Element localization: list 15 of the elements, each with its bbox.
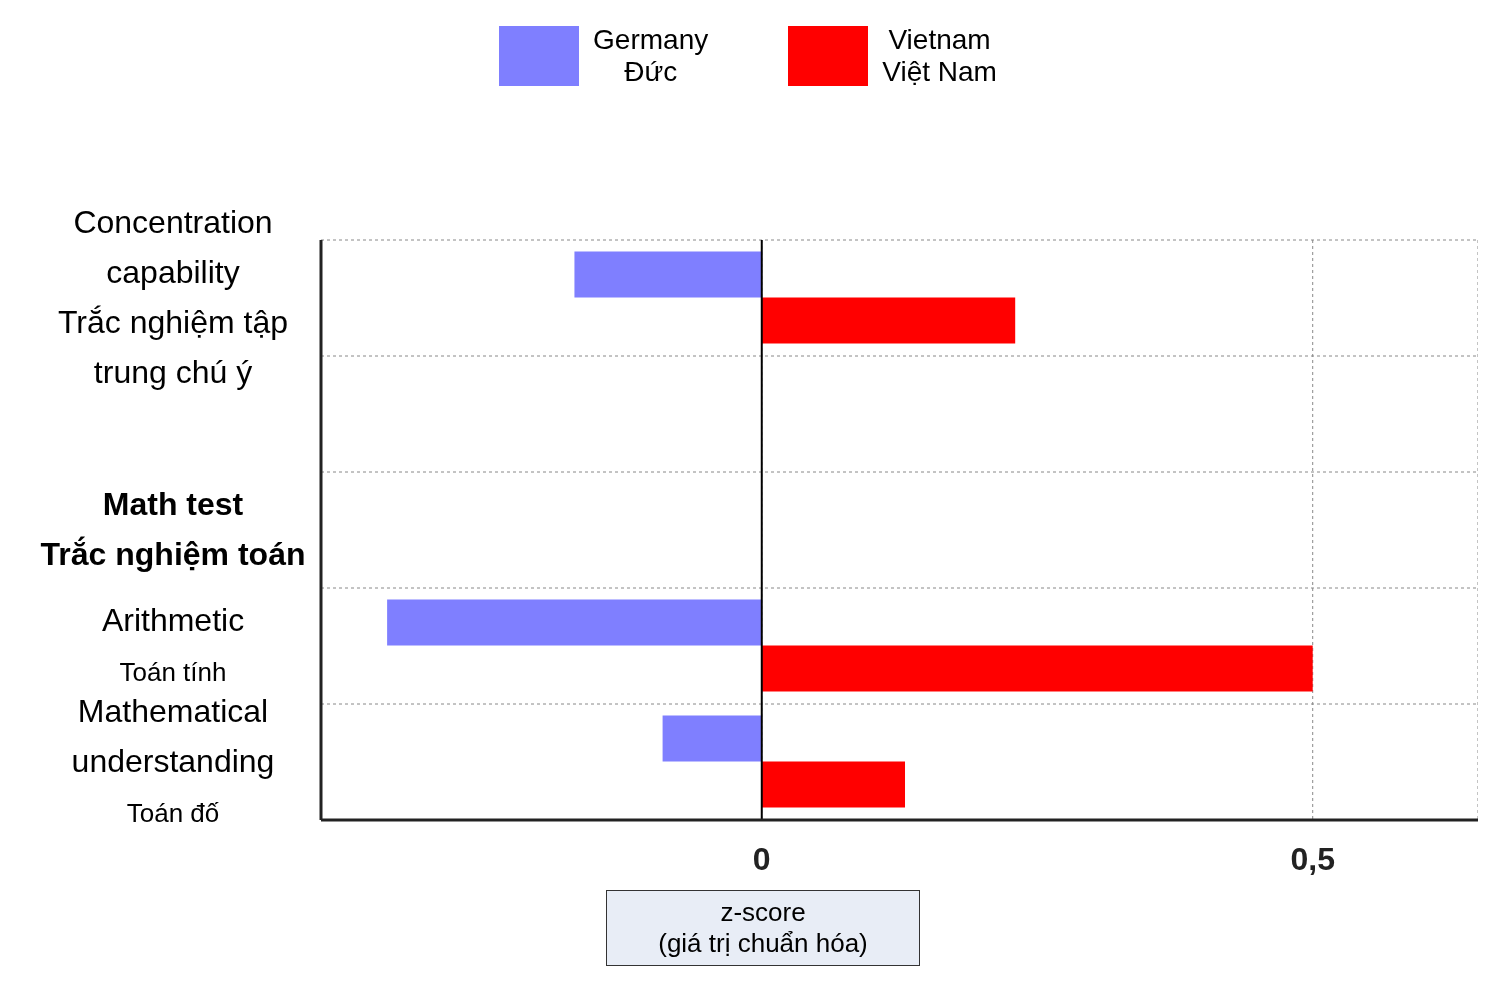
bar bbox=[387, 599, 762, 646]
x-tick-label: 0 bbox=[752, 841, 771, 877]
legend-label: Germany Đức bbox=[593, 24, 709, 88]
x-axis-title: z-score (giá trị chuẩn hóa) bbox=[606, 890, 920, 966]
y-tick-label: Concentration capability Trắc nghiệm tập trung chú ý bbox=[57, 204, 289, 390]
bar bbox=[761, 645, 1313, 692]
x-tick-label: 0,5 bbox=[1290, 841, 1335, 877]
y-tick-label: Mathematical understanding Toán đố bbox=[71, 693, 275, 828]
bar bbox=[761, 761, 906, 808]
bar bbox=[574, 251, 762, 298]
legend-label: Vietnam Việt Nam bbox=[882, 24, 997, 88]
y-tick-label: Math test Trắc nghiệm toán bbox=[40, 486, 306, 572]
y-tick-label: Arithmetic Toán tính bbox=[101, 602, 245, 687]
bar bbox=[761, 297, 1016, 344]
bar bbox=[662, 715, 762, 762]
